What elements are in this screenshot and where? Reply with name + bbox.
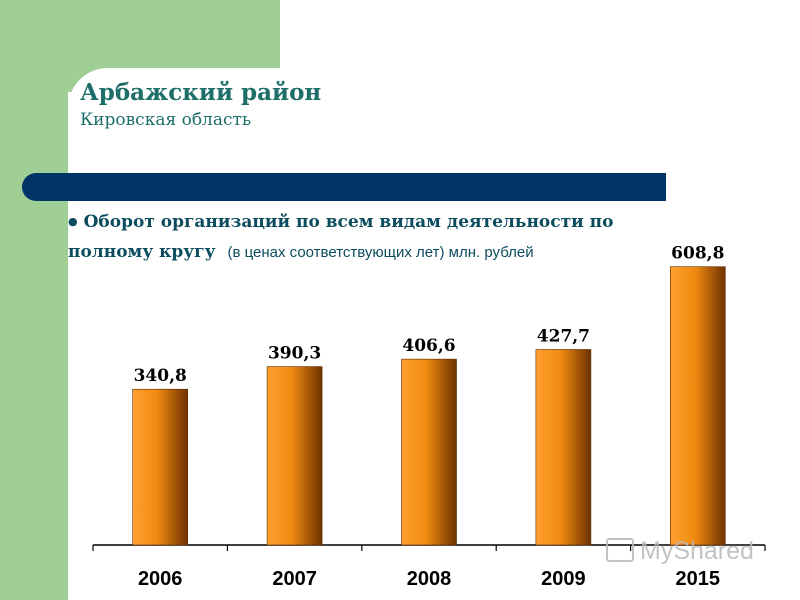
x-tick-label-2007: 2007 <box>272 568 317 590</box>
x-tick-label-2008: 2008 <box>407 568 452 590</box>
bar-2015 <box>669 266 726 546</box>
x-tick-label-2015: 2015 <box>676 568 721 590</box>
bar-2009 <box>535 349 592 546</box>
chart-heading-bold: полному кругу <box>68 242 216 262</box>
bullet-icon: ● <box>68 215 78 228</box>
watermark-text: MyShared <box>640 537 754 565</box>
slide-title: Арбажский район <box>80 79 322 106</box>
slide-subtitle: Кировская область <box>80 110 252 130</box>
data-label-2007: 390,3 <box>268 344 321 364</box>
watermark-logo: MyShared <box>606 537 754 566</box>
chart-heading-line1: ● Оборот организаций по всем видам деятел… <box>68 212 613 232</box>
data-label-2015: 608,8 <box>671 244 724 264</box>
chart-heading-note: (в ценах соответствующих лет) млн. рубле… <box>227 244 534 261</box>
bar-2008 <box>401 358 457 546</box>
navy-divider-bar <box>22 173 666 201</box>
green-sidebar-band <box>0 0 68 600</box>
data-label-2008: 406,6 <box>402 336 455 356</box>
bar-2007 <box>266 366 323 546</box>
x-tick-label-2009: 2009 <box>541 568 586 590</box>
chart-bars <box>132 266 726 546</box>
bar-2006 <box>132 388 188 546</box>
watermark-screen-icon <box>606 538 634 562</box>
x-tick-label-2006: 2006 <box>138 568 183 590</box>
data-label-2006: 340,8 <box>134 366 187 386</box>
data-label-2009: 427,7 <box>537 326 590 346</box>
chart-labels: 340,8 2006 390,3 2007 406,6 2008 427,7 2009 608,… <box>134 244 725 590</box>
chart-heading-line2: полному кругу (в ценах соответствующих ле… <box>68 242 534 262</box>
chart-heading-text: Оборот организаций по всем видам деятель… <box>83 212 614 232</box>
